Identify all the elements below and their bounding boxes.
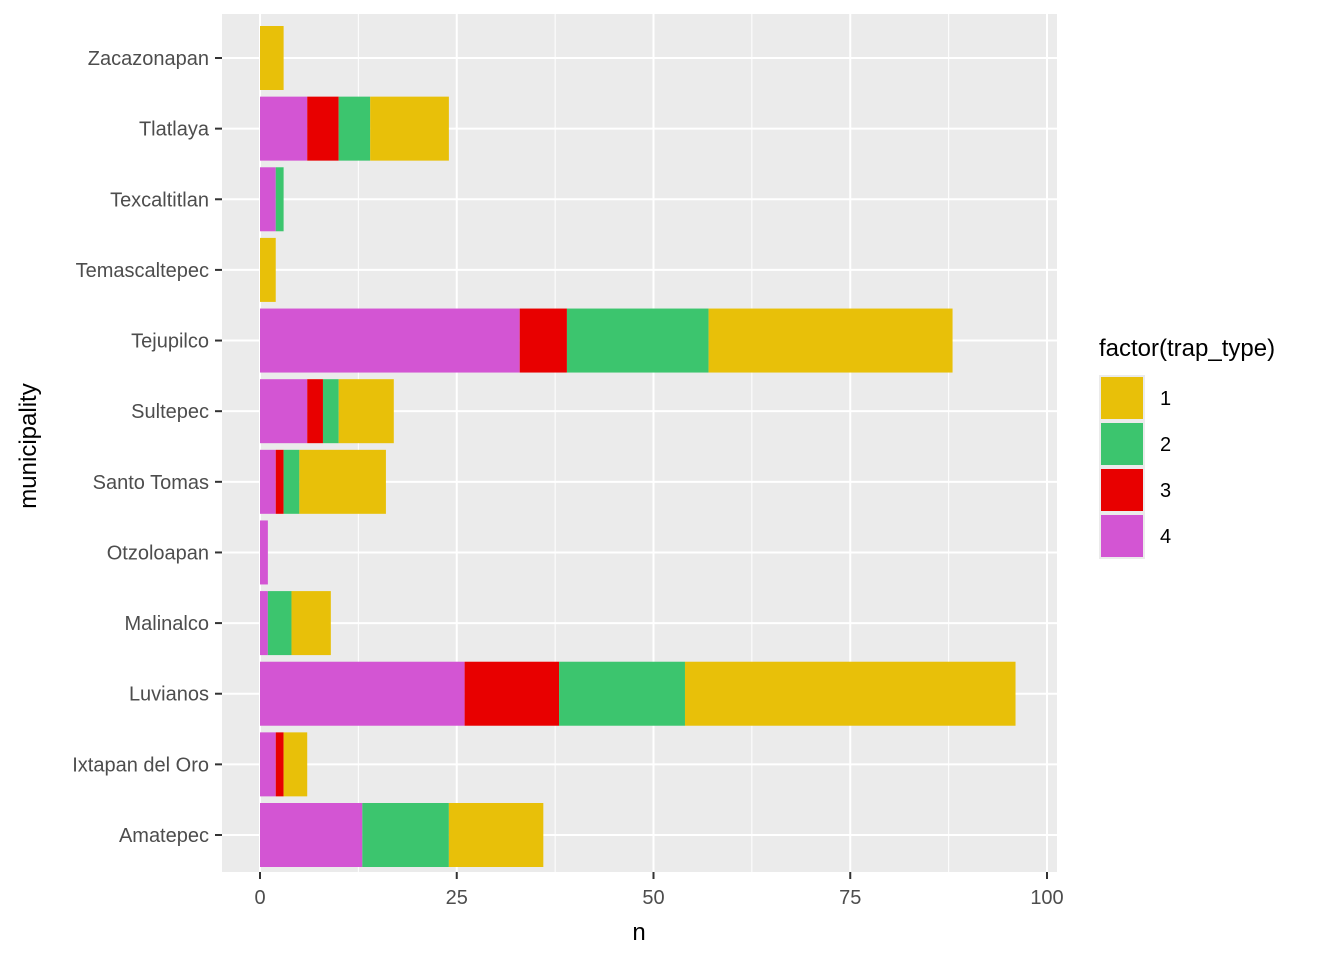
- bar-segment-ixtapan-del-oro-type-3: [275, 732, 284, 797]
- y-tick-label: Sultepec: [131, 401, 209, 423]
- bar-segment-temascaltepec-type-1: [260, 237, 276, 302]
- bar-segment-sultepec-type-3: [307, 379, 323, 444]
- x-tick-label: 50: [642, 887, 664, 909]
- legend-swatch-2: [1101, 423, 1143, 465]
- y-tick-label: Ixtapan del Oro: [72, 754, 209, 776]
- x-tick-label: 25: [446, 887, 468, 909]
- bar-segment-amatepec-type-1: [448, 803, 544, 867]
- bar-segment-ixtapan-del-oro-type-1: [283, 732, 308, 797]
- y-tick-label: Tejupilco: [131, 331, 209, 353]
- y-tick-label: Malinalco: [125, 613, 209, 635]
- legend-label: 2: [1160, 434, 1171, 456]
- grid-major: [222, 14, 1057, 872]
- y-tick-label: Otzoloapan: [107, 542, 209, 564]
- bar-segment-amatepec-type-2: [362, 803, 449, 867]
- legend-label: 3: [1160, 480, 1171, 502]
- legend-title: factor(trap_type): [1099, 335, 1275, 362]
- bar-segment-sultepec-type-2: [322, 379, 339, 444]
- x-tick-label: 75: [839, 887, 861, 909]
- bar-segment-texcaltitlan-type-4: [260, 167, 276, 232]
- bar-segment-tejupilco-type-1: [708, 308, 953, 373]
- legend-label: 1: [1160, 388, 1171, 410]
- bar-segment-santo-tomas-type-3: [275, 449, 284, 514]
- bar-segment-luvianos-type-4: [260, 661, 465, 726]
- bar-segment-texcaltitlan-type-2: [275, 167, 284, 232]
- legend: factor(trap_type) 1 2 3 4: [1099, 335, 1275, 559]
- bar-segment-tlatlaya-type-4: [260, 96, 308, 161]
- y-tick-label: Temascaltepec: [76, 260, 209, 282]
- bar-segment-tlatlaya-type-1: [370, 96, 449, 161]
- bar-segment-santo-tomas-type-2: [283, 449, 300, 514]
- bar-segment-tejupilco-type-4: [260, 308, 520, 373]
- bar-segment-luvianos-type-3: [464, 661, 560, 726]
- bars: [260, 26, 1016, 867]
- y-tick-label: Amatepec: [119, 825, 209, 847]
- y-tick-label: Tlatlaya: [139, 119, 210, 141]
- y-tick-label: Texcaltitlan: [110, 189, 209, 211]
- y-axis-title: municipality: [15, 383, 42, 508]
- bar-segment-luvianos-type-1: [684, 661, 1016, 726]
- bar-segment-santo-tomas-type-1: [299, 449, 386, 514]
- legend-swatch-3: [1101, 469, 1143, 511]
- bar-segment-luvianos-type-2: [559, 661, 685, 726]
- bar-segment-otzoloapan-type-4: [260, 520, 268, 585]
- x-tick-label: 0: [254, 887, 265, 909]
- bar-segment-tlatlaya-type-2: [338, 96, 371, 161]
- bar-segment-sultepec-type-4: [260, 379, 308, 444]
- bar-segment-tejupilco-type-2: [566, 308, 709, 373]
- legend-swatch-1: [1101, 377, 1143, 419]
- bar-segment-zacazonapan-type-1: [260, 26, 284, 90]
- bar-segment-tlatlaya-type-3: [307, 96, 339, 161]
- bar-segment-malinalco-type-2: [267, 591, 292, 656]
- legend-keys: 1 2 3 4: [1099, 375, 1171, 559]
- y-tick-label: Zacazonapan: [88, 48, 209, 70]
- x-axis: 0 25 50 75 100: [254, 872, 1064, 909]
- x-axis-title: n: [632, 919, 645, 946]
- legend-label: 4: [1160, 526, 1171, 548]
- bar-segment-tejupilco-type-3: [519, 308, 567, 373]
- bar-segment-santo-tomas-type-4: [260, 449, 276, 514]
- x-tick-label: 100: [1030, 887, 1063, 909]
- bar-segment-malinalco-type-1: [291, 591, 331, 656]
- bar-segment-malinalco-type-4: [260, 591, 268, 656]
- y-axis: Amatepec Ixtapan del Oro Luvianos Malinalco…: [72, 48, 222, 847]
- legend-swatch-4: [1101, 515, 1143, 557]
- bar-segment-ixtapan-del-oro-type-4: [260, 732, 276, 797]
- y-tick-label: Luvianos: [129, 684, 209, 706]
- y-tick-label: Santo Tomas: [93, 472, 209, 494]
- bar-segment-sultepec-type-1: [338, 379, 394, 444]
- bar-segment-amatepec-type-4: [260, 803, 363, 867]
